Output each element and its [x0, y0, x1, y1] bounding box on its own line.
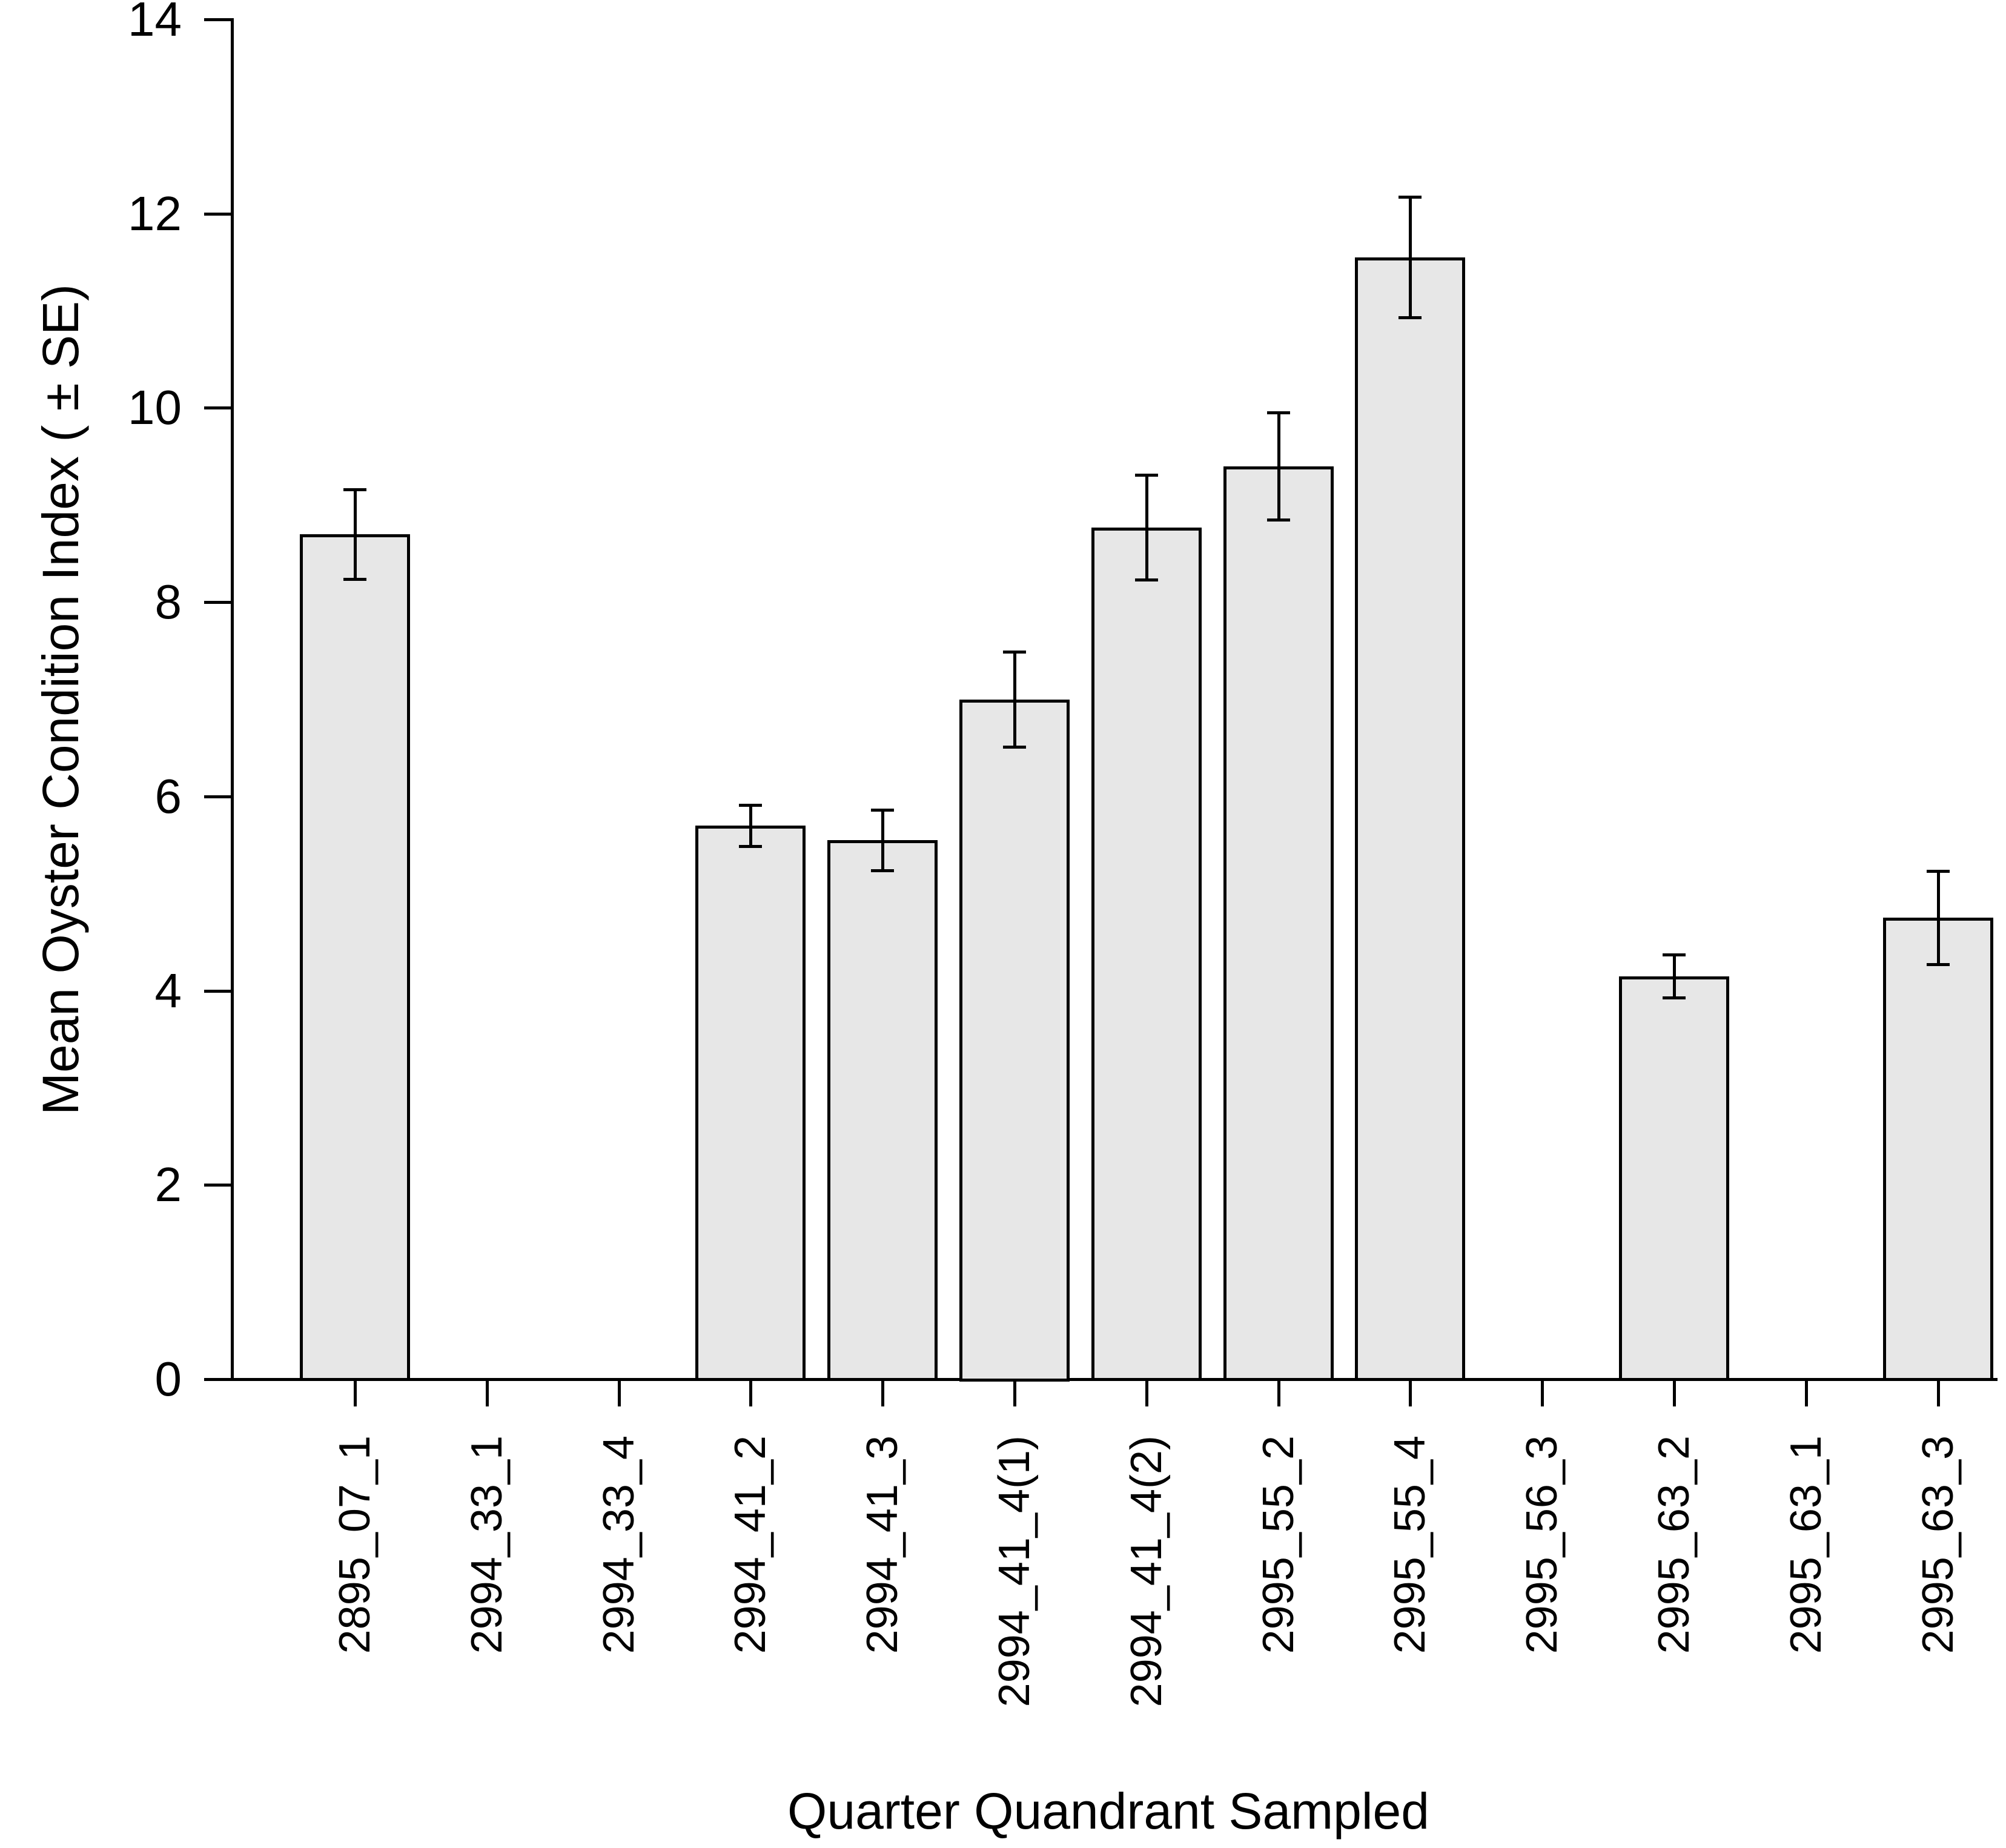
error-bar-cap-top: [343, 488, 366, 491]
x-tick-label: 2994_33_1: [463, 1436, 511, 1654]
x-tick: [618, 1379, 621, 1406]
x-tick-label: 2995_63_3: [1914, 1436, 1962, 1654]
error-bar-line: [881, 810, 884, 870]
x-tick: [1541, 1379, 1544, 1406]
x-axis-title: Quarter Quandrant Sampled: [787, 1783, 1429, 1840]
error-bar-cap-bottom: [871, 869, 894, 872]
x-tick-label: 2895_07_1: [331, 1436, 379, 1654]
y-tick: [204, 990, 232, 993]
y-axis-line: [231, 18, 234, 1381]
y-tick-label: 8: [154, 575, 182, 629]
x-tick-label: 2994_41_4(2): [1122, 1436, 1171, 1707]
error-bar-cap-top: [739, 804, 762, 807]
y-tick: [204, 1184, 232, 1187]
error-bar-cap-top: [1399, 196, 1422, 199]
x-tick-label: 2994_41_4(1): [990, 1436, 1039, 1707]
bar-2994_41_2: [695, 826, 806, 1381]
y-tick-label: 10: [128, 380, 182, 434]
error-bar-cap-top: [871, 809, 894, 812]
y-tick: [204, 1378, 232, 1381]
error-bar-cap-top: [1927, 870, 1950, 873]
x-tick-label: 2995_56_3: [1518, 1436, 1566, 1654]
x-tick: [354, 1379, 357, 1406]
y-tick: [204, 795, 232, 798]
error-bar-line: [1409, 197, 1412, 317]
error-bar-cap-top: [1663, 953, 1686, 956]
bar-2995_63_3: [1883, 918, 1993, 1381]
error-bar-line: [354, 489, 357, 579]
x-tick: [1937, 1379, 1940, 1406]
error-bar-line: [1937, 871, 1940, 964]
y-tick: [204, 213, 232, 216]
x-tick: [749, 1379, 752, 1406]
x-tick-label: 2995_55_2: [1254, 1436, 1303, 1654]
error-bar-cap-top: [1267, 411, 1290, 414]
x-tick-label: 2994_33_4: [595, 1436, 643, 1654]
y-tick-label: 4: [154, 964, 182, 1018]
y-tick: [204, 406, 232, 409]
error-bar-line: [1013, 652, 1016, 747]
x-tick-label: 2995_63_1: [1782, 1436, 1830, 1654]
y-tick-label: 12: [128, 187, 182, 240]
bar-2994_41_4(1): [959, 700, 1070, 1382]
x-tick: [1145, 1379, 1148, 1406]
bar-2994_41_3: [827, 840, 938, 1381]
x-tick-label: 2995_55_4: [1386, 1436, 1434, 1654]
error-bar-cap-bottom: [1663, 996, 1686, 999]
x-tick: [1277, 1379, 1280, 1406]
y-tick: [204, 18, 232, 21]
error-bar-cap-bottom: [1927, 963, 1950, 966]
error-bar-cap-bottom: [739, 845, 762, 848]
error-bar-cap-bottom: [343, 578, 366, 581]
x-tick: [1013, 1379, 1016, 1406]
x-tick: [881, 1379, 884, 1406]
x-tick-label: 2995_63_2: [1650, 1436, 1698, 1654]
error-bar-cap-bottom: [1399, 316, 1422, 319]
x-tick: [1805, 1379, 1808, 1406]
error-bar-line: [1145, 475, 1148, 580]
y-tick-label: 6: [154, 769, 182, 823]
y-tick-label: 0: [154, 1352, 182, 1406]
bar-2995_63_2: [1619, 976, 1729, 1381]
error-bar-line: [1277, 412, 1280, 519]
x-tick: [486, 1379, 489, 1406]
bar-2995_55_2: [1223, 466, 1334, 1381]
error-bar-cap-bottom: [1135, 578, 1158, 581]
bar-2895_07_1: [300, 534, 410, 1381]
error-bar-cap-bottom: [1267, 518, 1290, 522]
y-tick-label: 2: [154, 1157, 182, 1211]
error-bar-cap-top: [1135, 474, 1158, 477]
error-bar-line: [749, 805, 752, 846]
x-tick: [1409, 1379, 1412, 1406]
bar-2995_55_4: [1355, 257, 1465, 1381]
y-axis-title: Mean Oyster Condition Index ( ± SE): [32, 283, 89, 1116]
error-bar-cap-top: [1003, 651, 1026, 654]
x-tick-label: 2994_41_3: [858, 1436, 907, 1654]
y-tick-label: 14: [128, 0, 182, 46]
error-bar-line: [1673, 955, 1676, 998]
error-bar-cap-bottom: [1003, 746, 1026, 749]
x-tick: [1673, 1379, 1676, 1406]
y-tick: [204, 601, 232, 604]
bar-2994_41_4(2): [1091, 528, 1202, 1381]
x-tick-label: 2994_41_2: [726, 1436, 775, 1654]
